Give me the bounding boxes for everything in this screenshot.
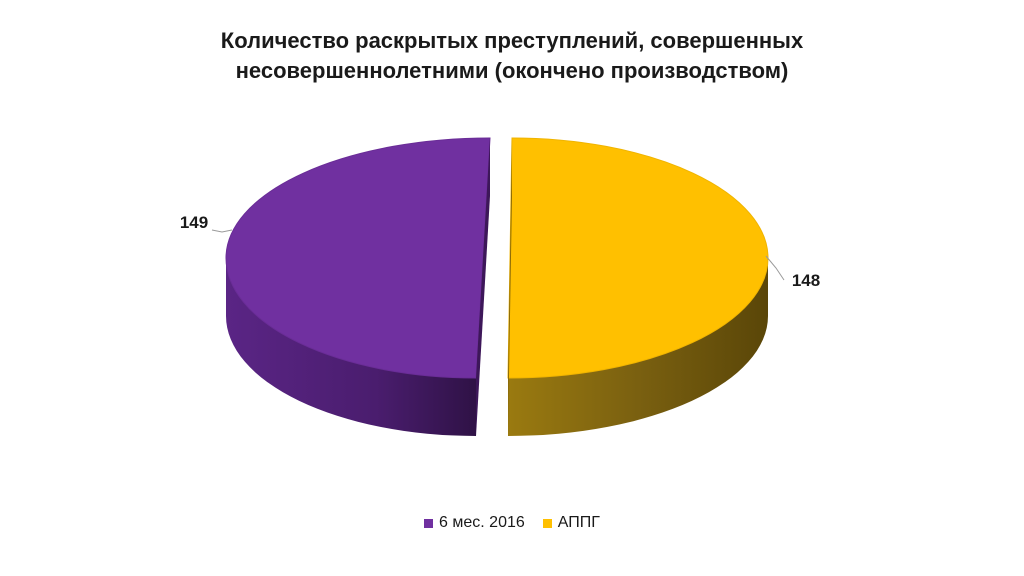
pie-slice-0 (225, 137, 491, 436)
data-label-1: 148 (792, 271, 820, 290)
chart-title-line-2: несовершеннолетними (окончено производст… (235, 58, 789, 83)
legend-swatch-1 (542, 518, 552, 528)
pie-slice-0-top (225, 137, 491, 379)
pie-slice-0-face (476, 138, 490, 436)
pie-slice-1 (507, 137, 769, 436)
chart-title: Количество раскрытых преступлений, совер… (0, 26, 1024, 86)
pie-slice-1-face (508, 138, 512, 436)
legend-item-1: АППГ (542, 514, 600, 532)
legend-label-0: 6 мес. 2016 (439, 514, 525, 531)
data-label-0: 149 (180, 213, 208, 232)
pie-slice-0-side (226, 258, 476, 436)
leader-line-1 (765, 255, 785, 281)
legend-label-1: АППГ (557, 514, 600, 531)
chart-title-line-1: Количество раскрытых преступлений, совер… (220, 28, 804, 53)
legend: 6 мес. 2016 АППГ (0, 514, 1024, 532)
legend-item-0: 6 мес. 2016 (424, 514, 525, 532)
legend-swatch-0 (424, 518, 434, 528)
pie-slice-1-side (508, 258, 768, 436)
leader-line-0 (211, 229, 233, 233)
